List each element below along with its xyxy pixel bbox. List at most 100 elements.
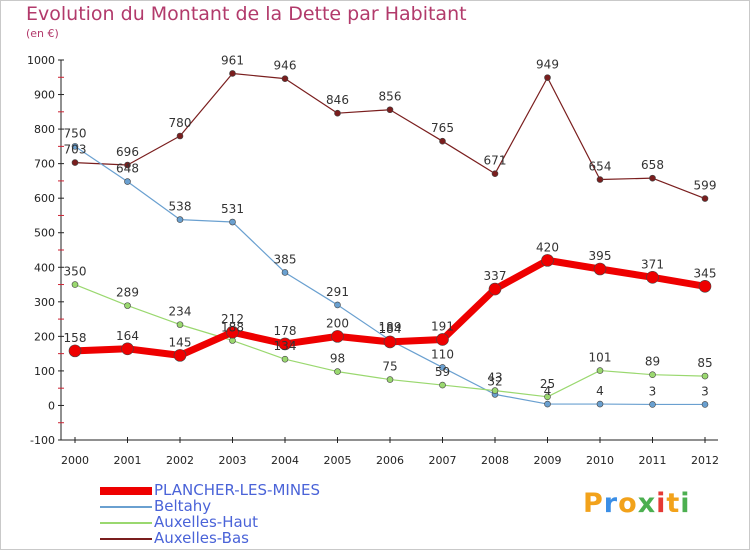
data-label: 3 (649, 384, 657, 398)
data-point (71, 159, 79, 166)
chart-title: Evolution du Montant de la Dette par Hab… (26, 3, 467, 25)
data-label: 85 (697, 356, 712, 370)
data-point (229, 70, 236, 77)
logo-letter: i (680, 488, 691, 519)
data-label: 671 (484, 154, 507, 168)
data-label: 345 (694, 266, 717, 280)
data-point (383, 335, 397, 349)
data-point (281, 269, 289, 276)
data-label: 949 (536, 58, 559, 72)
data-label: 780 (169, 116, 192, 130)
y-tick-label: 300 (34, 296, 55, 309)
data-label: 658 (641, 158, 664, 172)
data-point (176, 132, 184, 140)
data-point (386, 376, 394, 383)
data-label: 765 (431, 121, 454, 135)
data-point (281, 75, 289, 82)
data-label: 212 (221, 312, 244, 326)
data-point (544, 74, 551, 81)
data-point (541, 254, 554, 267)
data-label: 289 (116, 286, 139, 300)
data-point (436, 333, 449, 346)
logo-letter: x (637, 488, 657, 519)
data-label: 703 (64, 143, 87, 157)
logo-letter: P (583, 488, 604, 519)
data-label: 59 (435, 365, 450, 379)
data-label: 846 (326, 93, 349, 107)
unit-label: (en €) (26, 27, 59, 40)
data-point (701, 372, 709, 380)
data-label: 350 (64, 265, 87, 279)
data-point (229, 218, 236, 226)
data-label: 178 (274, 324, 297, 338)
data-point (334, 368, 341, 375)
data-label: 531 (221, 202, 244, 216)
data-point (544, 393, 551, 401)
x-tick-label: 2006 (376, 454, 404, 467)
legend-label: Auxelles-Bas (154, 529, 249, 547)
data-label: 654 (589, 160, 612, 174)
data-label: 101 (589, 351, 612, 365)
data-label: 385 (274, 252, 297, 266)
data-label: 395 (589, 249, 612, 263)
data-point (331, 330, 344, 343)
data-point (226, 325, 239, 339)
data-label: 961 (221, 53, 244, 67)
data-label: 371 (641, 257, 664, 271)
data-point (488, 282, 502, 296)
legend-label: Auxelles-Haut (154, 513, 259, 531)
y-tick-label: 1000 (27, 54, 55, 67)
data-point (71, 281, 79, 288)
data-point (491, 387, 499, 394)
data-point (124, 302, 131, 309)
data-labels: 703 696 780 961 946 846 856 765 671 949 654 658 599 7… (64, 53, 717, 398)
x-tick-label: 2004 (271, 454, 299, 467)
data-point (439, 381, 446, 389)
data-label: 234 (169, 305, 192, 319)
data-label: 25 (540, 377, 555, 391)
legend-swatch (100, 506, 152, 508)
x-tick-label: 2008 (481, 454, 509, 467)
data-point (176, 321, 184, 328)
y-tick-label: 900 (34, 89, 55, 102)
data-point (646, 270, 659, 284)
x-tick-label: 2012 (691, 454, 719, 467)
data-label: 946 (274, 59, 297, 73)
data-label: 75 (382, 360, 397, 374)
data-label: 599 (694, 179, 717, 193)
data-point (278, 337, 292, 351)
data-point (593, 262, 607, 276)
x-tick-label: 2011 (639, 454, 667, 467)
x-tick-label: 2010 (586, 454, 614, 467)
y-tick-label: 700 (34, 158, 55, 171)
data-point (173, 349, 187, 362)
data-point (491, 170, 499, 177)
data-point (649, 174, 656, 182)
axes: -100 0 100 200 300 400 500 600 700 800 900 1000 2000… (27, 54, 719, 467)
data-label: 291 (326, 285, 349, 299)
data-label: 696 (116, 145, 139, 159)
data-label: 89 (645, 355, 660, 369)
logo-letter: r (603, 488, 619, 519)
x-tick-label: 2003 (219, 454, 247, 467)
y-tick-label: 800 (34, 123, 55, 136)
data-point (596, 176, 604, 183)
x-tick-label: 2002 (166, 454, 194, 467)
legend-label: Beltahy (154, 497, 212, 515)
data-label: 145 (169, 335, 192, 349)
data-label: 164 (116, 329, 139, 343)
y-tick-label: 0 (48, 399, 55, 412)
data-label: 750 (64, 126, 87, 140)
data-label: 337 (484, 269, 507, 283)
proxiti-logo: Proxiti (583, 488, 691, 519)
data-point (596, 367, 604, 374)
data-label: 158 (64, 331, 87, 345)
logo-letter: t (666, 488, 681, 519)
legend-swatch (100, 522, 152, 524)
data-label: 184 (379, 322, 402, 336)
data-label: 191 (431, 319, 454, 333)
logo-letter: o (618, 488, 638, 519)
data-point (176, 216, 184, 223)
x-tick-label: 2001 (114, 454, 142, 467)
